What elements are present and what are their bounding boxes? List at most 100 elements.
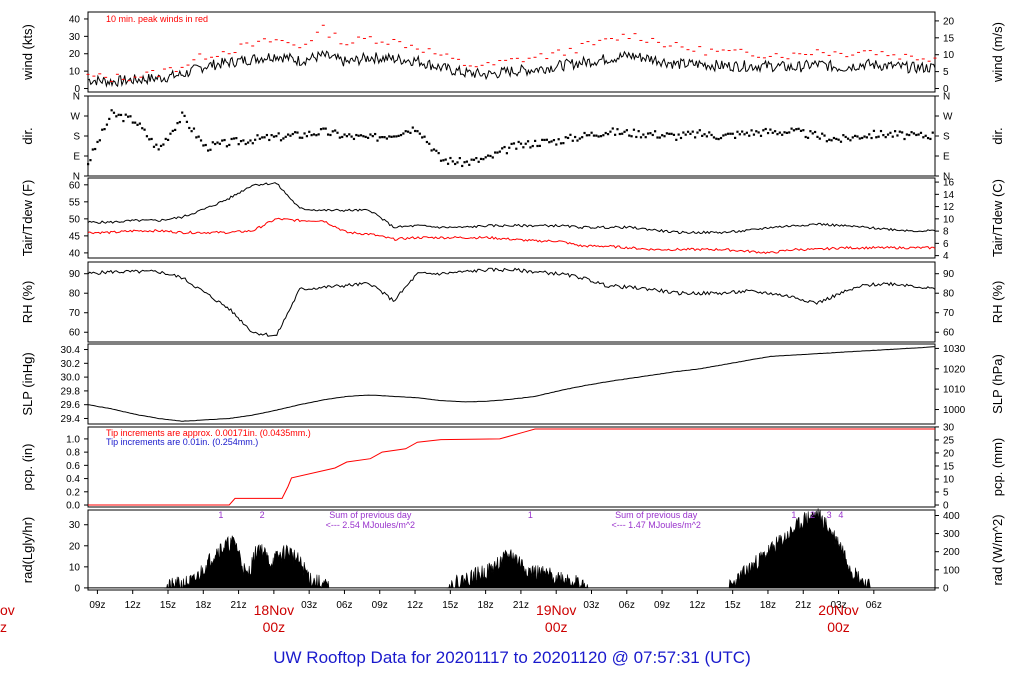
- direction-point: [265, 133, 269, 137]
- temp-ytick-right-label: 12: [943, 202, 955, 213]
- direction-point: [134, 121, 137, 124]
- slp-ytick-left-label: 30.0: [61, 373, 81, 384]
- rh-ytick-left-label: 80: [69, 289, 81, 300]
- direction-point: [439, 159, 443, 162]
- direction-point: [270, 134, 273, 137]
- direction-point: [388, 135, 391, 138]
- temp-ylabel-right: Tair/Tdew (C): [990, 179, 1005, 257]
- date-label-hour: 00z: [263, 619, 286, 635]
- direction-point: [357, 134, 360, 137]
- temp-frame: [87, 177, 936, 259]
- pcp-ytick-left-label: 0.6: [66, 461, 80, 472]
- direction-point: [157, 148, 160, 151]
- rh-ytick-left-label: 70: [69, 308, 81, 319]
- direction-point: [858, 137, 861, 140]
- rh-ytick-left-label: 90: [69, 269, 81, 280]
- date-label-day-edge: ov: [0, 602, 15, 618]
- direction-point: [216, 141, 219, 144]
- direction-point: [691, 130, 694, 133]
- direction-point: [901, 131, 904, 134]
- direction-point: [710, 133, 713, 137]
- direction-point: [376, 139, 379, 142]
- direction-point: [863, 135, 866, 138]
- slp-ytick-left-label: 30.2: [61, 359, 81, 370]
- direction-point: [886, 133, 890, 136]
- rad-ytick-right-label: 200: [943, 547, 960, 558]
- direction-point: [715, 137, 718, 140]
- direction-point: [395, 135, 398, 138]
- direction-point: [371, 135, 374, 138]
- direction-point: [428, 142, 431, 145]
- xtick-label: 21z: [795, 600, 811, 611]
- direction-point: [199, 139, 203, 142]
- direction-point: [536, 144, 539, 148]
- direction-point: [258, 137, 261, 140]
- xtick-label: 18z: [478, 600, 494, 611]
- direction-point: [228, 143, 231, 147]
- direction-point: [126, 115, 130, 118]
- direction-point: [350, 135, 353, 138]
- direction-point: [717, 137, 720, 141]
- radiation-area: [164, 535, 330, 589]
- direction-point: [348, 133, 351, 136]
- direction-point: [338, 136, 341, 139]
- solar-label: 3: [827, 510, 832, 520]
- direction-point: [289, 134, 292, 137]
- direction-point: [254, 138, 257, 141]
- xtick-label: 06z: [336, 600, 352, 611]
- wind-ytick-left-label: 20: [69, 49, 81, 60]
- pcp-ytick-right-label: 30: [943, 422, 955, 433]
- direction-point: [868, 133, 871, 136]
- rad-ylabel-right: rad (W/m^2): [990, 514, 1005, 585]
- direction-point: [698, 129, 701, 132]
- direction-point: [402, 132, 405, 135]
- direction-point: [221, 139, 224, 142]
- wind-ytick-right-label: 0: [943, 84, 949, 95]
- direction-point: [661, 134, 664, 137]
- direction-point: [477, 160, 480, 163]
- direction-point: [894, 130, 897, 133]
- direction-point: [352, 137, 356, 141]
- direction-point: [486, 154, 490, 157]
- direction-point: [835, 137, 838, 141]
- direction-point: [788, 131, 791, 134]
- direction-point: [435, 149, 438, 152]
- direction-point: [783, 131, 786, 134]
- direction-point: [578, 137, 581, 140]
- direction-point: [279, 139, 283, 142]
- pcp-ytick-left-label: 0.0: [66, 501, 80, 512]
- solar-label: 1: [791, 510, 796, 520]
- direction-point: [225, 145, 229, 148]
- direction-point: [851, 136, 854, 139]
- direction-point: [651, 133, 654, 137]
- series-pcp-line: [88, 428, 935, 506]
- series-SLP-line: [87, 346, 935, 422]
- wind-annotation: 10 min. peak winds in red: [106, 14, 208, 24]
- direction-point: [689, 132, 692, 135]
- direction-point: [799, 129, 803, 132]
- direction-point: [442, 159, 445, 162]
- direction-point: [908, 133, 911, 137]
- direction-point: [390, 135, 393, 138]
- direction-point: [821, 132, 824, 135]
- slp-ylabel-left: SLP (inHg): [20, 352, 35, 415]
- direction-point: [903, 137, 906, 141]
- direction-point: [677, 133, 680, 136]
- direction-point: [319, 128, 323, 131]
- direction-point: [101, 128, 104, 131]
- direction-point: [931, 131, 934, 134]
- xtick-label: 15z: [725, 600, 741, 611]
- series-wind-line: [87, 49, 936, 88]
- direction-point: [317, 133, 320, 136]
- direction-point: [237, 143, 240, 146]
- direction-point: [628, 134, 631, 137]
- direction-point: [846, 137, 850, 140]
- direction-point: [475, 157, 478, 160]
- direction-point: [809, 130, 812, 133]
- direction-point: [494, 151, 497, 154]
- direction-point: [404, 130, 407, 133]
- direction-point: [757, 131, 760, 134]
- direction-point: [416, 130, 419, 133]
- direction-point: [397, 134, 400, 137]
- direction-point: [569, 133, 572, 136]
